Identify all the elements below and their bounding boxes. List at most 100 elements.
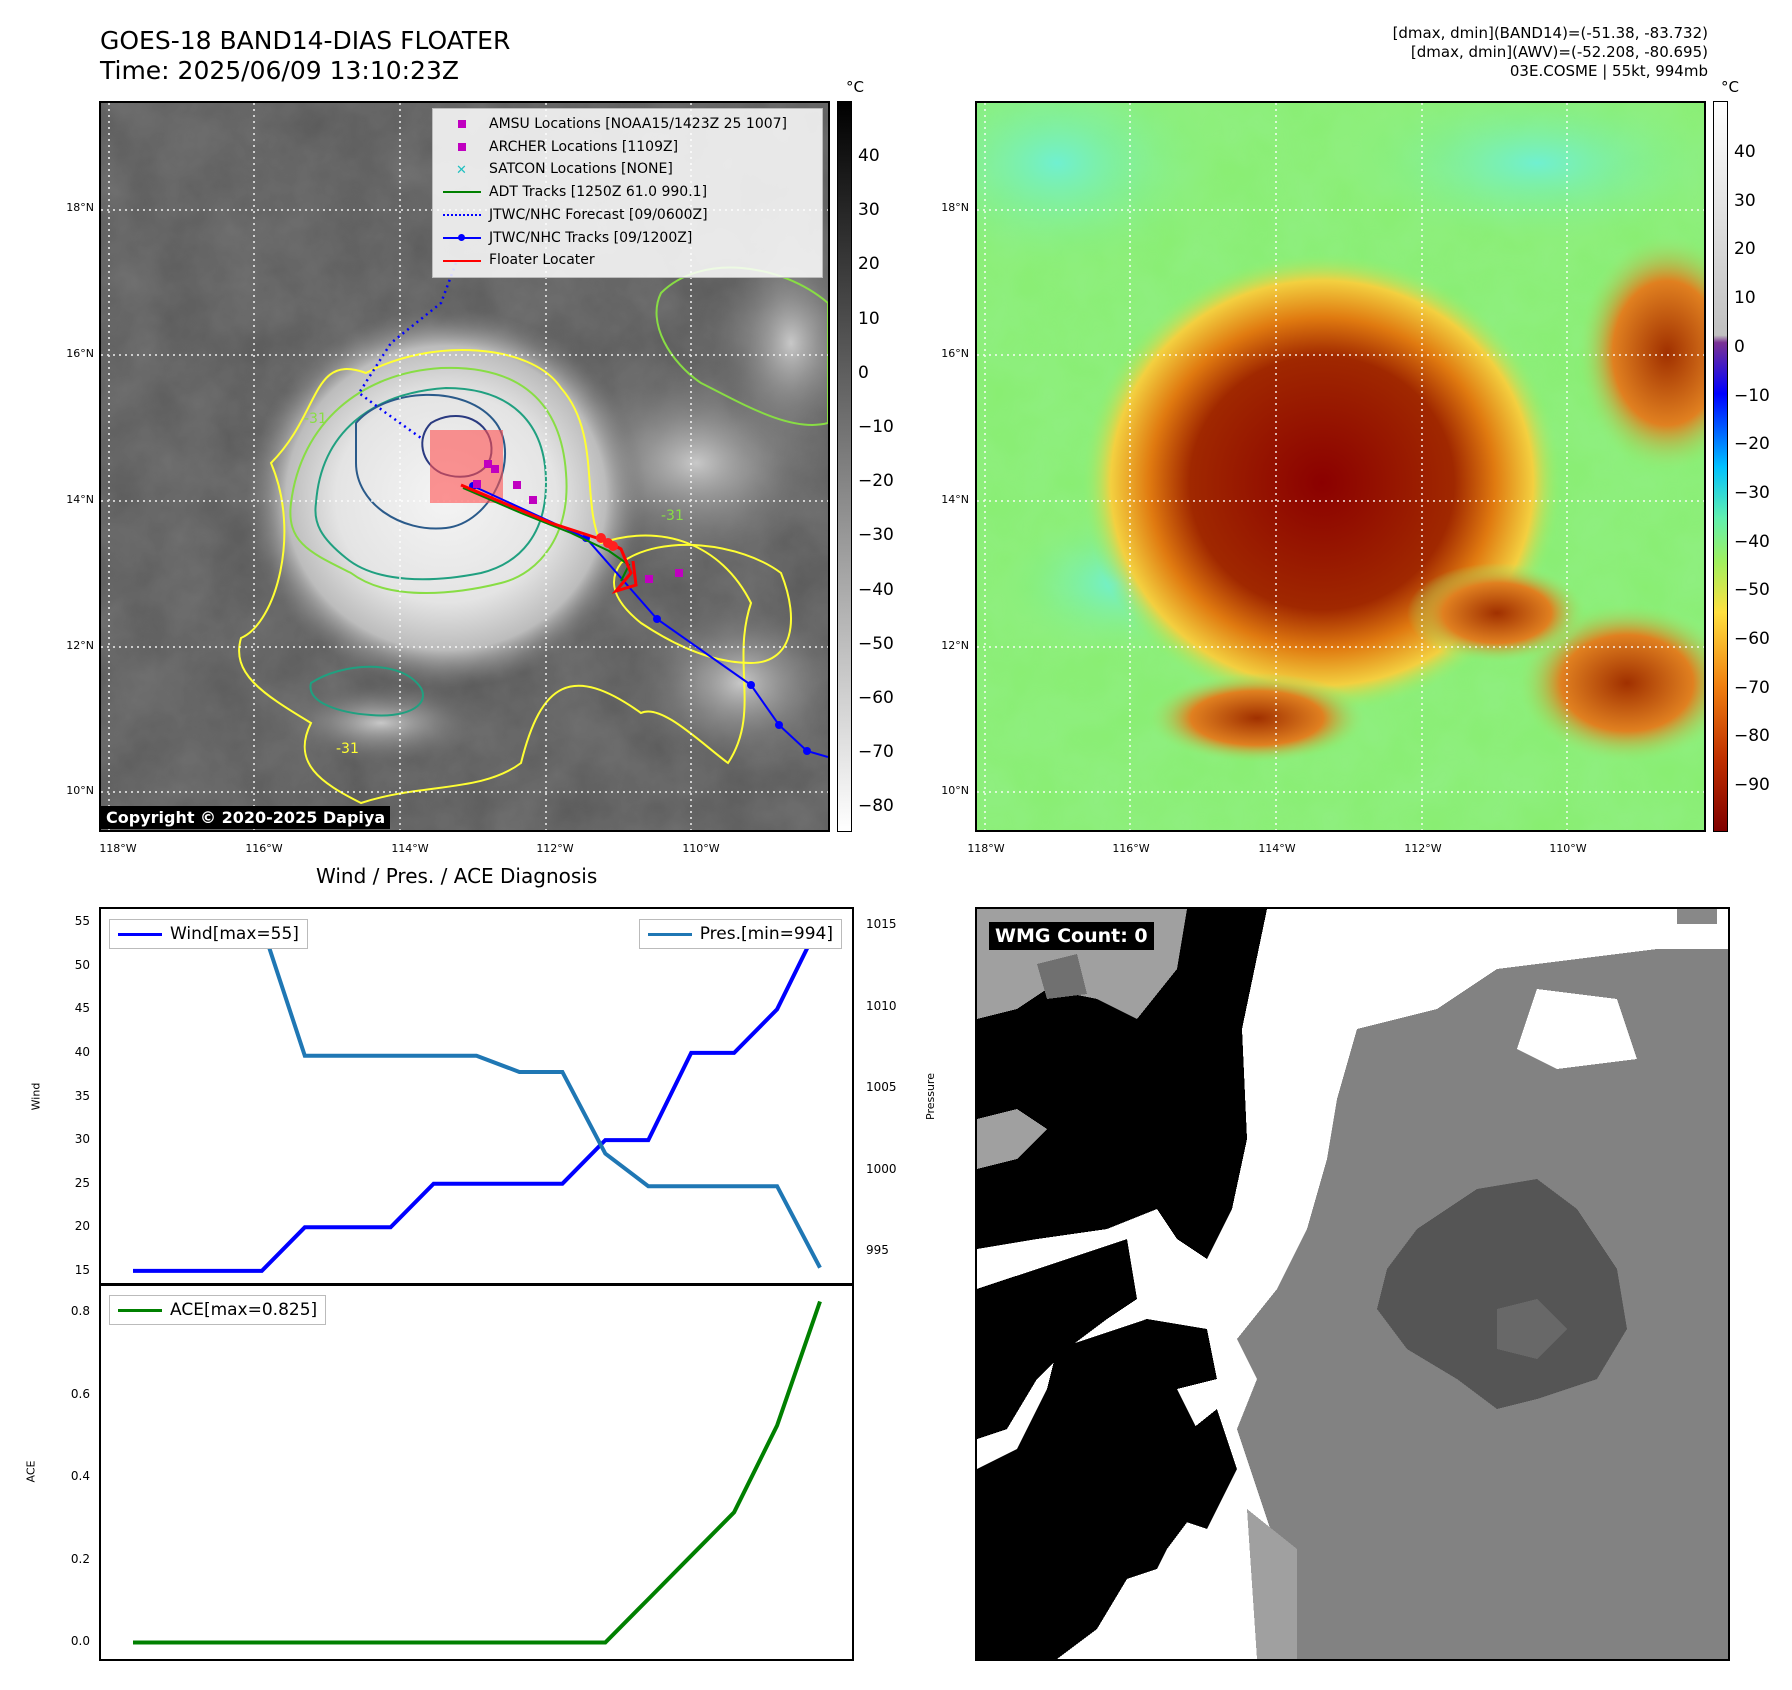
lat-label: 12°N [66, 639, 94, 652]
wind-pressure-plot [133, 921, 822, 1273]
awv-colorbar [1713, 101, 1728, 832]
legend-item-adt: ADT Tracks [1250Z 61.0 990.1] [441, 181, 814, 204]
legend-label: SATCON Locations [NONE] [489, 161, 673, 178]
ace-tick: 0.4 [70, 1469, 90, 1484]
wind-tick: 55 [74, 914, 90, 929]
lat-label: 14°N [941, 493, 969, 506]
lat-label: 16°N [66, 347, 94, 360]
ir-map-panel: -31 -31 -31 AMSU Locations [NOAA15/1423Z… [99, 101, 830, 832]
wind-tick: 15 [74, 1262, 90, 1277]
pressure-axis-label: Pressure [923, 1073, 937, 1120]
ace-legend-label: ACE[max=0.825] [170, 1300, 318, 1320]
awv-colorbar-tick: 10 [1734, 288, 1756, 309]
lon-label: 118°W [99, 842, 137, 855]
ir-colorbar-tick: −50 [858, 633, 894, 654]
ace-series-line [133, 1300, 822, 1645]
wind-legend: Wind[max=55] [109, 919, 308, 949]
pressure-legend: Pres.[min=994] [638, 919, 842, 949]
x-marker-icon: ✕ [456, 162, 467, 178]
ace-tick: 0.0 [70, 1634, 90, 1649]
lon-label: 112°W [1404, 842, 1442, 855]
awv-colorbar-tick: −70 [1734, 677, 1770, 698]
contour-label: -31 [304, 411, 327, 427]
lon-label: 110°W [682, 842, 720, 855]
ir-colorbar-tick: 0 [858, 362, 869, 383]
awv-colorbar-tick: −80 [1734, 726, 1770, 747]
legend-label: AMSU Locations [NOAA15/1423Z 25 1007] [489, 116, 788, 132]
wind-tick: 45 [74, 1001, 90, 1016]
line-icon [441, 254, 483, 268]
lon-label: 110°W [1549, 842, 1587, 855]
ir-colorbar-tick: −10 [858, 417, 894, 437]
awv-map-image [977, 103, 1704, 830]
line-icon [118, 932, 162, 936]
ir-colorbar-tick: 30 [858, 200, 880, 221]
lat-label: 10°N [66, 784, 94, 797]
wmg-image [977, 909, 1728, 1659]
line-icon [441, 185, 483, 199]
ir-colorbar [837, 101, 852, 832]
wmg-count-label: WMG Count: 0 [989, 922, 1154, 950]
wind-tick: 40 [74, 1044, 90, 1059]
info-band14: [dmax, dmin](BAND14)=(-51.38, -83.732) [1392, 24, 1708, 42]
awv-colorbar-tick: −90 [1734, 775, 1770, 796]
awv-map-panel [975, 101, 1706, 832]
ir-colorbar-tick: −40 [858, 579, 894, 600]
legend-label: ADT Tracks [1250Z 61.0 990.1] [489, 184, 708, 201]
square-marker-icon [441, 140, 483, 154]
diagnosis-title: Wind / Pres. / ACE Diagnosis [316, 864, 598, 888]
awv-colorbar-tick: −20 [1734, 434, 1770, 455]
wind-pressure-panel: Wind[max=55] Pres.[min=994] [99, 907, 854, 1286]
ir-colorbar-tick: −80 [858, 796, 894, 817]
ir-colorbar-tick: 20 [858, 254, 880, 275]
ace-axis-label: ACE [24, 1460, 38, 1483]
lat-label: 10°N [941, 784, 969, 797]
awv-colorbar-tick: −40 [1734, 531, 1770, 552]
pressure-legend-label: Pres.[min=994] [699, 924, 833, 944]
figure-time: Time: 2025/06/09 13:10:23Z [100, 56, 459, 85]
pressure-tick: 1005 [866, 1080, 897, 1095]
lat-label: 14°N [66, 493, 94, 506]
ir-colorbar-tick: −60 [858, 688, 894, 708]
line-icon [118, 1308, 162, 1312]
lon-label: 116°W [245, 842, 283, 855]
legend-item-forecast: JTWC/NHC Forecast [09/0600Z] [441, 204, 814, 227]
wind-series-line [133, 921, 822, 1273]
lon-label: 114°W [1258, 842, 1296, 855]
figure-title: GOES-18 BAND14-DIAS FLOATER [100, 26, 511, 55]
awv-colorbar-tick: 20 [1734, 239, 1756, 260]
lon-label: 116°W [1112, 842, 1150, 855]
wind-tick: 20 [74, 1219, 90, 1234]
wind-tick: 35 [74, 1088, 90, 1103]
ace-plot [133, 1300, 822, 1645]
ir-colorbar-tick: 10 [858, 308, 880, 329]
line-dot-icon [441, 231, 483, 245]
legend-label: Floater Locater [489, 252, 595, 269]
awv-colorbar-tick: −30 [1734, 482, 1770, 503]
pressure-tick: 1015 [866, 917, 897, 932]
awv-colorbar-tick: 40 [1734, 142, 1756, 162]
dotted-line-icon [441, 208, 483, 222]
map-legend: AMSU Locations [NOAA15/1423Z 25 1007] AR… [432, 108, 823, 278]
ir-colorbar-unit: °C [846, 78, 864, 96]
legend-item-floater: Floater Locater [441, 249, 814, 272]
legend-item-archer: ARCHER Locations [1109Z] [441, 136, 814, 159]
copyright-label: Copyright © 2020-2025 Dapiya [101, 806, 391, 829]
legend-item-track: JTWC/NHC Tracks [09/1200Z] [441, 227, 814, 250]
pressure-tick: 995 [866, 1243, 889, 1258]
ir-colorbar-tick: −20 [858, 471, 894, 492]
awv-colorbar-tick: −50 [1734, 580, 1770, 601]
lon-label: 112°W [536, 842, 574, 855]
pressure-series-line [133, 923, 822, 1269]
legend-item-satcon: ✕ SATCON Locations [NONE] [441, 158, 814, 181]
lat-label: 12°N [941, 639, 969, 652]
wind-tick: 30 [74, 1132, 90, 1147]
wmg-panel: WMG Count: 0 [975, 907, 1730, 1661]
line-icon [647, 932, 692, 936]
ir-colorbar-tick: 40 [858, 146, 880, 166]
awv-colorbar-tick: 0 [1734, 336, 1745, 357]
lat-label: 16°N [941, 347, 969, 360]
ace-tick: 0.6 [70, 1386, 90, 1401]
lon-label: 118°W [967, 842, 1005, 855]
wind-axis-label: Wind [29, 1082, 43, 1111]
